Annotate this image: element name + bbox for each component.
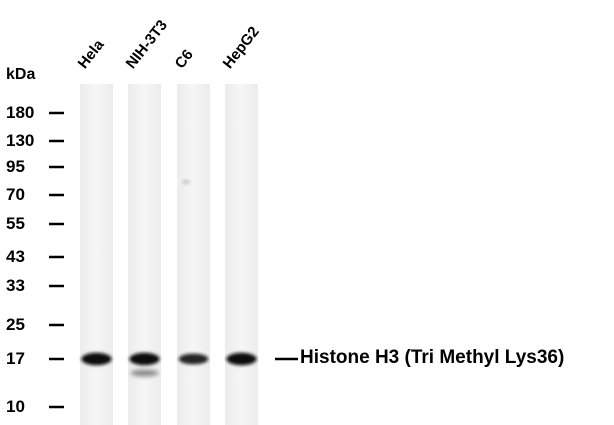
lane-2	[128, 84, 161, 425]
marker-label-95: 95	[6, 157, 25, 176]
marker-label-43: 43	[6, 247, 25, 266]
marker-label-180: 180	[6, 103, 35, 122]
band-label: Histone H3 (Tri Methyl Lys36)	[300, 347, 565, 368]
marker-label-70: 70	[6, 185, 25, 204]
marker-label-55: 55	[6, 214, 25, 233]
band-1	[81, 352, 112, 366]
marker-label-10: 10	[6, 397, 25, 416]
marker-label-33: 33	[6, 276, 25, 295]
lanes-group	[80, 84, 258, 425]
faint-spot	[182, 180, 190, 184]
lane-3	[177, 84, 210, 425]
lane-4	[225, 84, 258, 425]
marker-ticks	[49, 111, 64, 409]
marker-label-25: 25	[6, 315, 25, 334]
marker-label-130: 130	[6, 131, 35, 150]
lane-1	[80, 84, 113, 425]
band-3	[178, 353, 209, 365]
marker-label-17: 17	[6, 349, 25, 368]
unit-label: kDa	[6, 66, 36, 83]
band-4	[226, 352, 257, 366]
band-2	[129, 352, 160, 366]
extra-band-2	[130, 369, 159, 377]
